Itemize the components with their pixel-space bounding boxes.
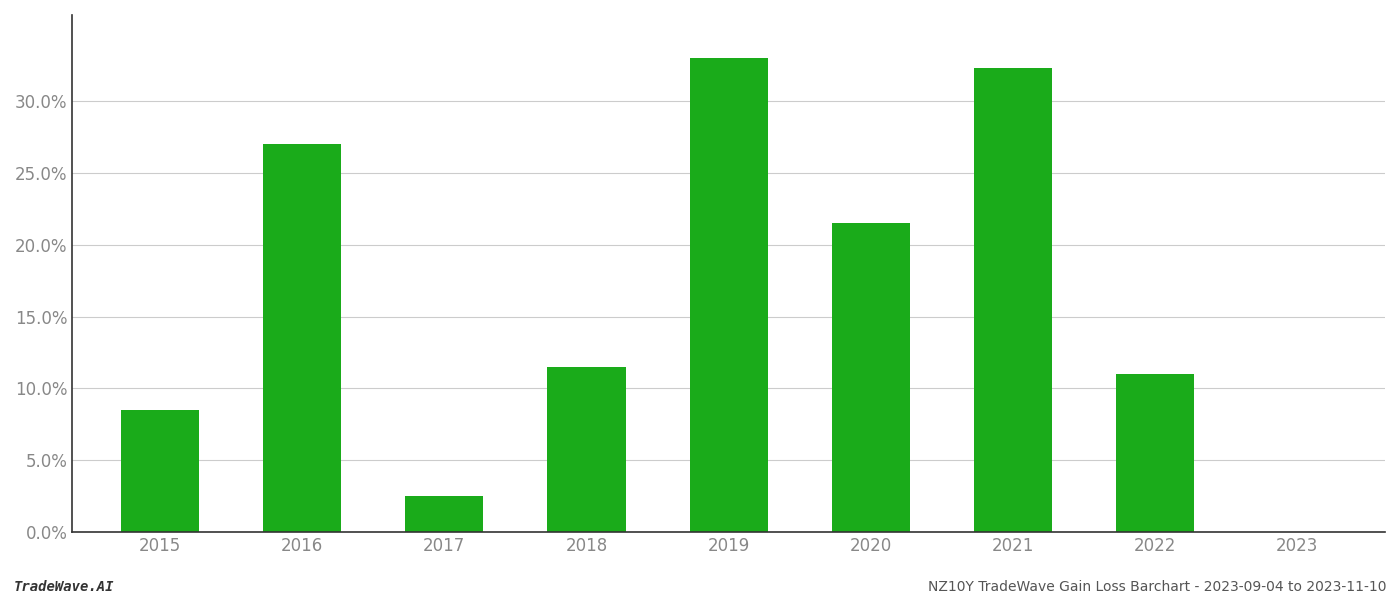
Bar xyxy=(974,68,1051,532)
Bar xyxy=(263,144,342,532)
Bar xyxy=(547,367,626,532)
Bar xyxy=(120,410,199,532)
Text: TradeWave.AI: TradeWave.AI xyxy=(14,580,115,594)
Bar xyxy=(405,496,483,532)
Text: NZ10Y TradeWave Gain Loss Barchart - 2023-09-04 to 2023-11-10: NZ10Y TradeWave Gain Loss Barchart - 202… xyxy=(927,580,1386,594)
Bar xyxy=(832,223,910,532)
Bar xyxy=(1116,374,1194,532)
Bar xyxy=(690,58,767,532)
